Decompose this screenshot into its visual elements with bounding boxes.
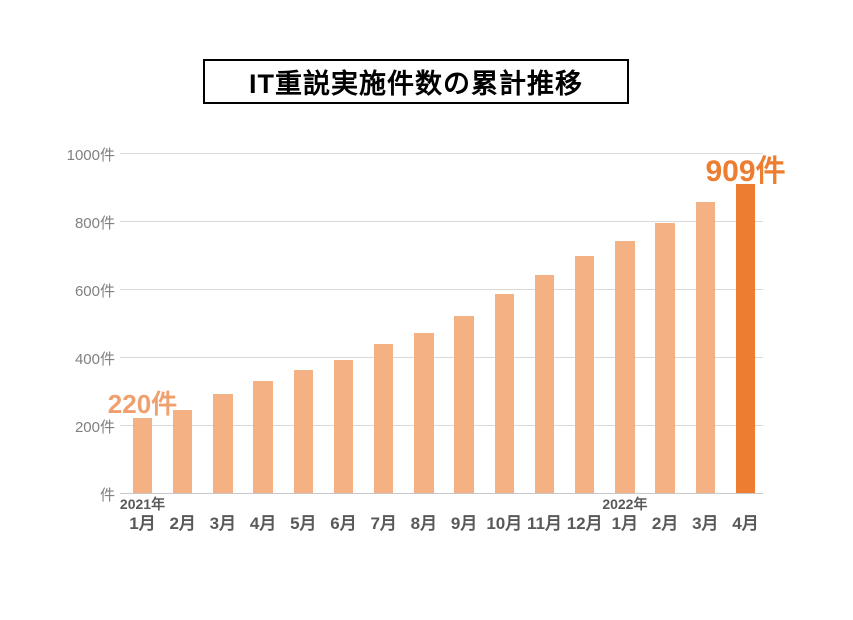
bar	[615, 240, 635, 493]
x-axis-line	[120, 493, 763, 494]
x-axis-month-label: 12月	[566, 514, 603, 533]
x-axis-month-label: 2月	[651, 514, 679, 533]
x-axis-month-label: 11月	[527, 514, 562, 533]
x-axis-month-label: 3月	[692, 514, 719, 533]
y-axis-tick-label: 200件	[74, 419, 115, 436]
x-axis-month-label: 2月	[169, 514, 196, 533]
chart-title-box: IT重説実施件数の累計推移	[203, 59, 629, 104]
x-axis-month-label: 6月	[330, 514, 357, 533]
x-axis-month-label: 3月	[209, 514, 237, 533]
bar	[213, 394, 233, 493]
x-axis-month-label: 8月	[410, 514, 438, 533]
gridline	[120, 289, 763, 290]
bar	[172, 409, 193, 493]
x-axis-month-label: 9月	[450, 514, 478, 533]
y-axis-tick-label: 800件	[74, 215, 115, 232]
bar	[373, 344, 394, 493]
bar	[253, 380, 273, 493]
bar	[132, 418, 153, 493]
x-axis-month-label: 1月	[129, 514, 156, 533]
bar	[494, 294, 515, 493]
bar	[454, 315, 474, 493]
y-axis-tick-label: 600件	[74, 283, 115, 300]
value-annotation: 909件	[705, 154, 786, 188]
bar	[655, 223, 675, 493]
bar	[534, 275, 555, 493]
y-axis-tick-label: 1000件	[66, 147, 115, 164]
bar	[695, 202, 716, 493]
y-axis-tick-label: 件	[99, 487, 115, 504]
bar	[293, 369, 314, 493]
gridline	[120, 153, 763, 154]
y-axis-tick-label: 400件	[74, 351, 115, 368]
gridline	[120, 357, 763, 358]
x-axis-month-label: 5月	[290, 514, 317, 533]
bar	[414, 333, 434, 493]
chart-title: IT重説実施件数の累計推移	[249, 69, 583, 99]
x-axis-month-label: 4月	[249, 514, 277, 533]
bar	[333, 359, 354, 493]
x-axis-month-label: 7月	[370, 514, 397, 533]
bar	[574, 255, 595, 493]
x-axis-year-label: 2021年	[119, 496, 166, 512]
x-axis-month-label: 1月	[611, 514, 639, 533]
gridline	[120, 221, 763, 222]
x-axis-month-label: 4月	[732, 514, 759, 533]
value-annotation: 220件	[107, 389, 178, 420]
gridline	[120, 425, 763, 426]
bar-highlighted	[735, 183, 756, 493]
x-axis-year-label: 2022年	[602, 496, 648, 512]
x-axis-month-label: 10月	[486, 514, 523, 533]
